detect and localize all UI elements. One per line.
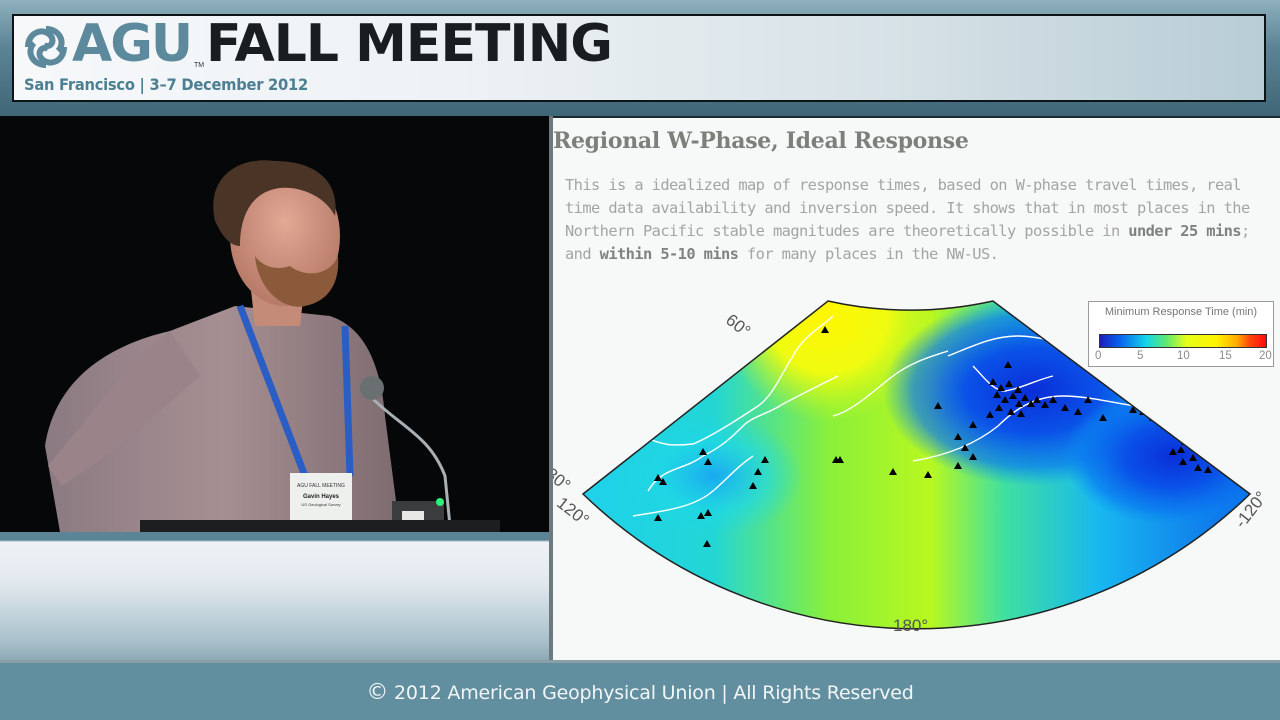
microphone-icon <box>360 376 384 400</box>
event-location-date: San Francisco | 3–7 December 2012 <box>24 75 308 94</box>
slide-title: Regional W-Phase, Ideal Response <box>553 128 969 154</box>
badge-name: Gavin Hayes <box>303 494 340 500</box>
speaker-video: AGU FALL MEETING Gavin Hayes US Geologic… <box>0 116 551 532</box>
tick-10: 10 <box>1177 350 1190 362</box>
badge-event: AGU FALL MEETING <box>297 483 345 489</box>
tick-20: 20 <box>1259 350 1272 362</box>
tick-15: 15 <box>1219 350 1232 362</box>
trademark: TM <box>194 62 205 69</box>
copyright-text: © 2012 American Geophysical Union | All … <box>0 680 1280 705</box>
presentation-slide: Regional W-Phase, Ideal Response This is… <box>553 118 1280 660</box>
body-text-1: This is a idealized map of response time… <box>565 176 1250 240</box>
header-panel: AGU TM FALL MEETING San Francisco | 3–7 … <box>12 14 1266 102</box>
agu-wordmark: AGU <box>72 14 193 74</box>
colorbar-legend: Minimum Response Time (min) 0 5 10 15 20 <box>1088 301 1274 367</box>
body-text-3: for many places in the NW-US. <box>738 245 999 263</box>
video-lower-gradient <box>0 532 551 660</box>
tick-0: 0 <box>1095 350 1102 362</box>
slide-body-text: This is a idealized map of response time… <box>565 174 1265 266</box>
panel-divider <box>549 116 553 660</box>
body-text-2: ; and <box>565 222 1250 263</box>
body-emphasis-1: under 25 mins <box>1128 222 1241 240</box>
copyright-footer: © 2012 American Geophysical Union | All … <box>0 660 1280 720</box>
header-banner: AGU TM FALL MEETING San Francisco | 3–7 … <box>0 0 1280 116</box>
lon-label-180: 180° <box>893 616 929 635</box>
copyright-icon: © <box>366 680 389 705</box>
badge-org: US Geological Survey <box>301 502 340 507</box>
map-frame <box>581 300 1252 630</box>
event-title: FALL MEETING <box>206 14 613 74</box>
tick-5: 5 <box>1137 350 1144 362</box>
speaker-illustration: AGU FALL MEETING Gavin Hayes US Geologic… <box>0 116 551 532</box>
name-badge <box>290 473 352 525</box>
agu-logo-icon <box>25 26 67 68</box>
body-emphasis-2: within 5-10 mins <box>599 245 739 263</box>
colorbar <box>1099 334 1267 348</box>
legend-title: Minimum Response Time (min) <box>1104 306 1258 318</box>
copyright-label: 2012 American Geophysical Union | All Ri… <box>394 682 914 704</box>
